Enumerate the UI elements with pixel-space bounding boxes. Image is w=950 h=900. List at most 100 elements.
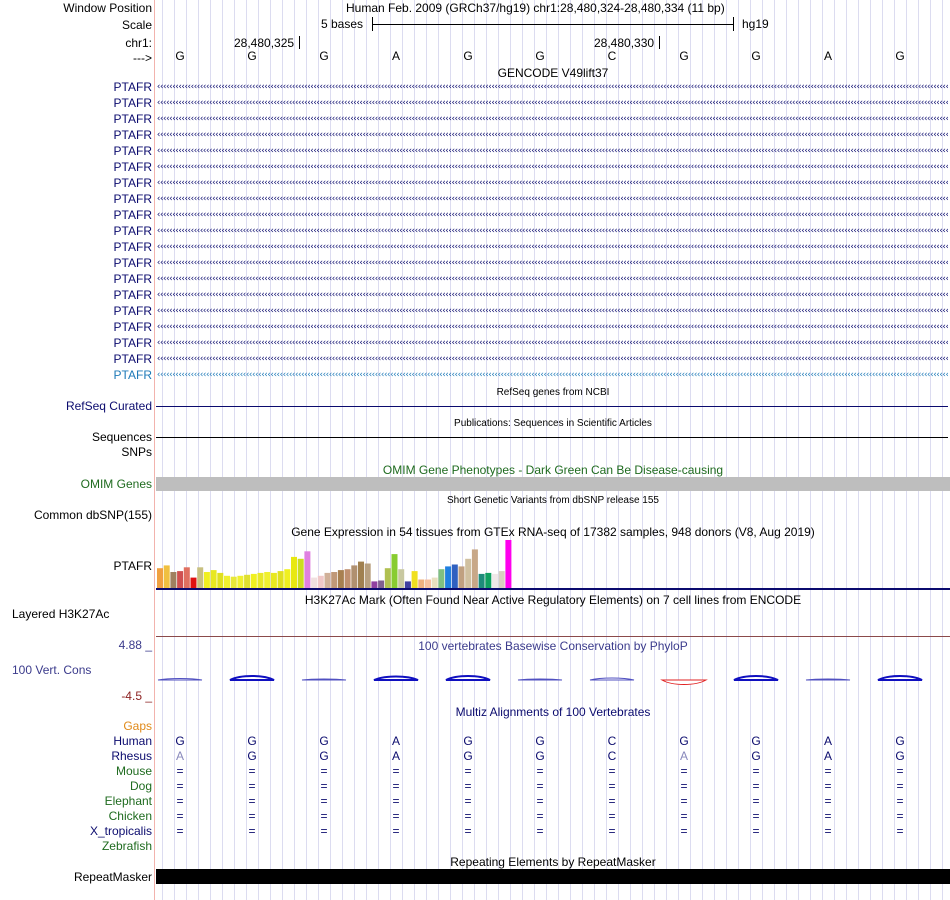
gtex-tissue-bar[interactable] xyxy=(391,554,398,588)
gtex-tissue-bar[interactable] xyxy=(203,572,210,588)
gencode-transcript[interactable]: ‹‹‹‹‹‹‹‹‹‹‹‹‹‹‹‹‹‹‹‹‹‹‹‹‹‹‹‹‹‹‹‹‹‹‹‹‹‹‹‹… xyxy=(156,290,948,300)
gencode-gene-label[interactable]: PTAFR xyxy=(113,288,152,302)
gtex-tissue-bar[interactable] xyxy=(331,572,338,588)
gencode-gene-label[interactable]: PTAFR xyxy=(113,192,152,206)
repeatmasker-label[interactable]: RepeatMasker xyxy=(73,870,152,884)
layered-h3k27ac-label[interactable]: Layered H3K27Ac xyxy=(12,607,110,621)
gtex-tissue-bar[interactable] xyxy=(250,573,257,588)
gencode-transcript[interactable]: ‹‹‹‹‹‹‹‹‹‹‹‹‹‹‹‹‹‹‹‹‹‹‹‹‹‹‹‹‹‹‹‹‹‹‹‹‹‹‹‹… xyxy=(156,98,948,108)
gencode-transcript[interactable]: ‹‹‹‹‹‹‹‹‹‹‹‹‹‹‹‹‹‹‹‹‹‹‹‹‹‹‹‹‹‹‹‹‹‹‹‹‹‹‹‹… xyxy=(156,226,948,236)
gtex-tissue-bar[interactable] xyxy=(230,576,237,588)
gencode-gene-label[interactable]: PTAFR xyxy=(113,208,152,222)
gencode-gene-label[interactable]: PTAFR xyxy=(113,224,152,238)
snps-label[interactable]: SNPs xyxy=(121,445,152,459)
phylop-score-mark[interactable] xyxy=(805,678,851,681)
gencode-gene-label[interactable]: PTAFR xyxy=(113,304,152,318)
gencode-gene-label[interactable]: PTAFR xyxy=(113,256,152,270)
gtex-tissue-bar[interactable] xyxy=(451,564,458,589)
gencode-transcript[interactable]: ‹‹‹‹‹‹‹‹‹‹‹‹‹‹‹‹‹‹‹‹‹‹‹‹‹‹‹‹‹‹‹‹‹‹‹‹‹‹‹‹… xyxy=(156,242,948,252)
track-area[interactable]: Human Feb. 2009 (GRCh37/hg19) chr1:28,48… xyxy=(156,0,950,900)
gencode-transcript[interactable]: ‹‹‹‹‹‹‹‹‹‹‹‹‹‹‹‹‹‹‹‹‹‹‹‹‹‹‹‹‹‹‹‹‹‹‹‹‹‹‹‹… xyxy=(156,130,948,140)
gtex-tissue-bar[interactable] xyxy=(297,558,304,588)
species-label[interactable]: Rhesus xyxy=(111,749,152,763)
gtex-tissue-bar[interactable] xyxy=(364,563,371,589)
gencode-transcript[interactable]: ‹‹‹‹‹‹‹‹‹‹‹‹‹‹‹‹‹‹‹‹‹‹‹‹‹‹‹‹‹‹‹‹‹‹‹‹‹‹‹‹… xyxy=(156,322,948,332)
gtex-tissue-bar[interactable] xyxy=(351,565,358,588)
gencode-gene-label[interactable]: PTAFR xyxy=(113,160,152,174)
phylop-score-mark[interactable] xyxy=(373,675,419,681)
omim-phenotype-bar[interactable] xyxy=(156,477,950,491)
gtex-tissue-bar[interactable] xyxy=(458,566,465,588)
gencode-gene-label[interactable]: PTAFR xyxy=(113,144,152,158)
gtex-tissue-bar[interactable] xyxy=(157,568,163,588)
gtex-tissue-bar[interactable] xyxy=(291,556,297,588)
phylop-score-mark[interactable] xyxy=(877,674,923,681)
gtex-tissue-bar[interactable] xyxy=(478,573,485,588)
species-label[interactable]: Human xyxy=(113,734,152,748)
gtex-tissue-bar[interactable] xyxy=(170,572,177,588)
gtex-tissue-bar[interactable] xyxy=(317,575,324,588)
gtex-tissue-bar[interactable] xyxy=(378,580,385,589)
gtex-tissue-bar[interactable] xyxy=(270,572,277,588)
gtex-tissue-bar[interactable] xyxy=(371,581,378,588)
phylop-score-mark[interactable] xyxy=(157,677,203,681)
gtex-tissue-bar[interactable] xyxy=(445,566,452,588)
gtex-gene-label[interactable]: PTAFR xyxy=(113,559,152,573)
gtex-tissue-bar[interactable] xyxy=(163,565,170,588)
gtex-tissue-bar[interactable] xyxy=(244,574,251,588)
gencode-transcript[interactable]: ‹‹‹‹‹‹‹‹‹‹‹‹‹‹‹‹‹‹‹‹‹‹‹‹‹‹‹‹‹‹‹‹‹‹‹‹‹‹‹‹… xyxy=(156,146,948,156)
phylop-conservation-plot[interactable] xyxy=(156,650,950,710)
gtex-tissue-bar[interactable] xyxy=(183,567,190,588)
gtex-tissue-bar[interactable] xyxy=(471,549,478,588)
gencode-gene-label[interactable]: PTAFR xyxy=(113,176,152,190)
refseq-gene-line[interactable] xyxy=(156,406,948,407)
repeatmasker-element[interactable] xyxy=(156,869,950,884)
gtex-tissue-bar[interactable] xyxy=(237,575,244,588)
gtex-tissue-bar[interactable] xyxy=(492,573,498,588)
gtex-tissue-bar[interactable] xyxy=(257,572,264,588)
omim-genes-label[interactable]: OMIM Genes xyxy=(80,477,152,491)
gencode-transcript[interactable]: ‹‹‹‹‹‹‹‹‹‹‹‹‹‹‹‹‹‹‹‹‹‹‹‹‹‹‹‹‹‹‹‹‹‹‹‹‹‹‹‹… xyxy=(156,162,948,172)
species-label[interactable]: Elephant xyxy=(104,794,152,808)
gtex-tissue-bar[interactable] xyxy=(337,570,344,588)
gencode-gene-label[interactable]: PTAFR xyxy=(113,352,152,366)
common-dbsnp-label[interactable]: Common dbSNP(155) xyxy=(33,508,152,522)
refseq-curated-label[interactable]: RefSeq Curated xyxy=(65,399,152,413)
gtex-tissue-bar[interactable] xyxy=(217,572,224,588)
gencode-transcript[interactable]: ‹‹‹‹‹‹‹‹‹‹‹‹‹‹‹‹‹‹‹‹‹‹‹‹‹‹‹‹‹‹‹‹‹‹‹‹‹‹‹‹… xyxy=(156,354,948,364)
gencode-transcript[interactable]: ‹‹‹‹‹‹‹‹‹‹‹‹‹‹‹‹‹‹‹‹‹‹‹‹‹‹‹‹‹‹‹‹‹‹‹‹‹‹‹‹… xyxy=(156,194,948,204)
gencode-gene-label[interactable]: PTAFR xyxy=(113,336,152,350)
gtex-tissue-bar[interactable] xyxy=(264,572,271,588)
gencode-gene-label[interactable]: PTAFR xyxy=(113,272,152,286)
gencode-gene-label[interactable]: PTAFR xyxy=(113,240,152,254)
vert-cons-label[interactable]: 100 Vert. Cons xyxy=(12,663,92,677)
publications-line[interactable] xyxy=(156,437,948,438)
gencode-gene-label[interactable]: PTAFR xyxy=(113,112,152,126)
gtex-tissue-bar[interactable] xyxy=(465,558,472,588)
gtex-tissue-bar[interactable] xyxy=(197,567,204,588)
gtex-tissue-bar[interactable] xyxy=(505,540,512,588)
gencode-gene-label[interactable]: PTAFR xyxy=(113,128,152,142)
gencode-gene-label[interactable]: PTAFR xyxy=(113,96,152,110)
gencode-transcript[interactable]: ‹‹‹‹‹‹‹‹‹‹‹‹‹‹‹‹‹‹‹‹‹‹‹‹‹‹‹‹‹‹‹‹‹‹‹‹‹‹‹‹… xyxy=(156,114,948,124)
species-label[interactable]: Chicken xyxy=(108,809,152,823)
gtex-tissue-bar[interactable] xyxy=(438,569,445,588)
gencode-transcript[interactable]: ‹‹‹‹‹‹‹‹‹‹‹‹‹‹‹‹‹‹‹‹‹‹‹‹‹‹‹‹‹‹‹‹‹‹‹‹‹‹‹‹… xyxy=(156,274,948,284)
gtex-tissue-bar[interactable] xyxy=(277,571,284,588)
gtex-tissue-bar[interactable] xyxy=(498,571,505,588)
phylop-score-mark[interactable] xyxy=(301,678,347,681)
gencode-transcript[interactable]: ‹‹‹‹‹‹‹‹‹‹‹‹‹‹‹‹‹‹‹‹‹‹‹‹‹‹‹‹‹‹‹‹‹‹‹‹‹‹‹‹… xyxy=(156,258,948,268)
gencode-transcript[interactable]: ‹‹‹‹‹‹‹‹‹‹‹‹‹‹‹‹‹‹‹‹‹‹‹‹‹‹‹‹‹‹‹‹‹‹‹‹‹‹‹‹… xyxy=(156,338,948,348)
species-label[interactable]: X_tropicalis xyxy=(89,824,152,838)
species-label[interactable]: Zebrafish xyxy=(101,839,152,853)
species-label[interactable]: Dog xyxy=(129,779,152,793)
gtex-tissue-bar[interactable] xyxy=(431,577,438,588)
gtex-tissue-bar[interactable] xyxy=(404,581,411,588)
gtex-tissue-bar[interactable] xyxy=(284,569,291,588)
gencode-transcript[interactable]: ‹‹‹‹‹‹‹‹‹‹‹‹‹‹‹‹‹‹‹‹‹‹‹‹‹‹‹‹‹‹‹‹‹‹‹‹‹‹‹‹… xyxy=(156,178,948,188)
gtex-tissue-bar[interactable] xyxy=(311,577,318,588)
gtex-tissue-bar[interactable] xyxy=(358,561,364,588)
gtex-expression-chart[interactable] xyxy=(156,540,950,590)
publications-sequences-label[interactable]: Sequences xyxy=(91,430,152,444)
phylop-score-mark[interactable] xyxy=(229,674,275,681)
